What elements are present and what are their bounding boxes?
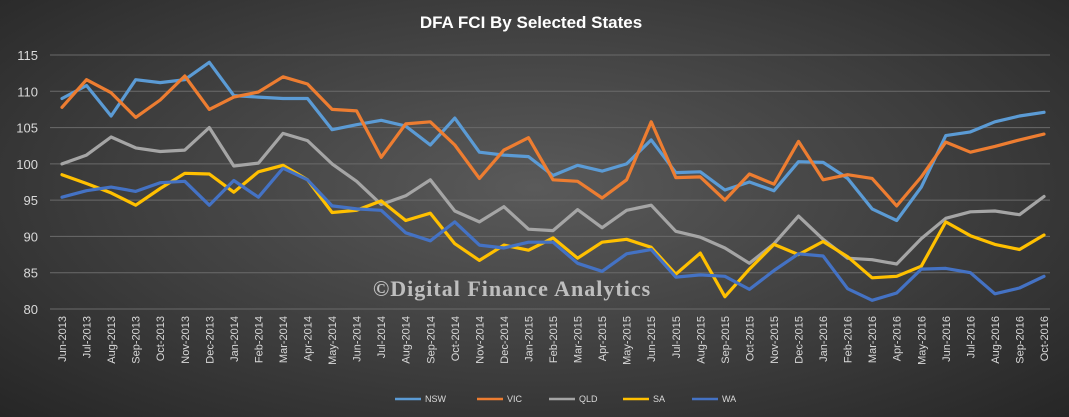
x-tick-label: Nov-2015 (769, 316, 781, 364)
x-tick-label: Jan-2014 (229, 316, 241, 362)
x-tick-label: Sep-2013 (131, 316, 143, 364)
x-tick-label: Jul-2015 (671, 316, 683, 358)
series-line-qld (60, 125, 1046, 266)
x-tick-label: Nov-2013 (180, 316, 192, 364)
x-tick-label: Feb-2015 (548, 316, 560, 363)
x-tick-label: Sep-2014 (425, 316, 437, 364)
x-tick-label: Jul-2014 (376, 316, 388, 358)
x-tick-label: Jul-2013 (82, 316, 94, 358)
x-tick-label: Jun-2016 (941, 316, 953, 362)
chart-title: DFA FCI By Selected States (420, 13, 642, 32)
series-group (60, 60, 1046, 302)
x-tick-label: Mar-2016 (867, 316, 879, 363)
y-axis-ticks: 80 85 90 95 100 105 110 115 (16, 48, 38, 317)
x-tick-label: Jun-2015 (646, 316, 658, 362)
y-tick-label: 95 (24, 193, 38, 208)
x-tick-label: Dec-2015 (794, 316, 806, 364)
x-axis-ticks: Jun-2013 Jul-2013 Aug-2013 Sep-2013 Oct-2013… (57, 316, 1051, 365)
x-tick-label: Sep-2015 (720, 316, 732, 364)
y-tick-label: 85 (24, 266, 38, 281)
legend-label-nsw: NSW (425, 394, 447, 404)
y-tick-label: 105 (16, 121, 38, 136)
series-line-sa (60, 163, 1046, 299)
x-tick-label: Mar-2015 (573, 316, 585, 363)
x-tick-label: Jan-2016 (818, 316, 830, 362)
legend-label-qld: QLD (579, 394, 598, 404)
y-tick-label: 110 (17, 84, 38, 99)
x-tick-label: Dec-2014 (499, 316, 511, 364)
y-tick-label: 100 (16, 157, 38, 172)
x-tick-label: Nov-2014 (474, 316, 486, 364)
y-tick-label: 115 (17, 48, 38, 63)
series-line-wa (60, 166, 1046, 302)
legend-label-sa: SA (653, 394, 665, 404)
watermark-text: ©Digital Finance Analytics (373, 276, 651, 301)
x-tick-label: Jun-2013 (57, 316, 69, 362)
x-tick-label: Aug-2014 (401, 316, 413, 364)
x-tick-label: Oct-2013 (155, 316, 167, 361)
x-tick-label: Feb-2014 (253, 316, 265, 363)
x-tick-label: Jan-2015 (523, 316, 535, 362)
x-tick-label: May-2016 (916, 316, 928, 365)
x-tick-label: Apr-2016 (892, 316, 904, 361)
legend: NSW VIC QLD SA WA (395, 394, 736, 404)
x-tick-label: Aug-2013 (106, 316, 118, 364)
x-tick-label: Aug-2015 (695, 316, 707, 364)
series-line-nsw (60, 60, 1046, 223)
x-tick-label: Sep-2016 (1014, 316, 1026, 364)
x-tick-label: Jul-2016 (965, 316, 977, 358)
x-tick-label: Jun-2014 (352, 316, 364, 362)
x-tick-label: Apr-2015 (597, 316, 609, 361)
x-tick-label: May-2014 (327, 316, 339, 365)
x-tick-label: Oct-2014 (450, 316, 462, 361)
x-tick-label: Aug-2016 (990, 316, 1002, 364)
y-tick-label: 80 (24, 302, 38, 317)
y-tick-label: 90 (24, 229, 38, 244)
legend-label-vic: VIC (507, 394, 523, 404)
series-line-vic (60, 74, 1046, 208)
x-tick-label: Apr-2014 (303, 316, 315, 361)
gridlines (50, 54, 1050, 310)
x-tick-label: Mar-2014 (278, 316, 290, 363)
x-tick-label: Oct-2016 (1039, 316, 1051, 361)
x-tick-label: Feb-2016 (843, 316, 855, 363)
x-tick-label: Dec-2013 (204, 316, 216, 364)
x-tick-label: Oct-2015 (744, 316, 756, 361)
x-tick-label: May-2015 (622, 316, 634, 365)
legend-label-wa: WA (722, 394, 736, 404)
